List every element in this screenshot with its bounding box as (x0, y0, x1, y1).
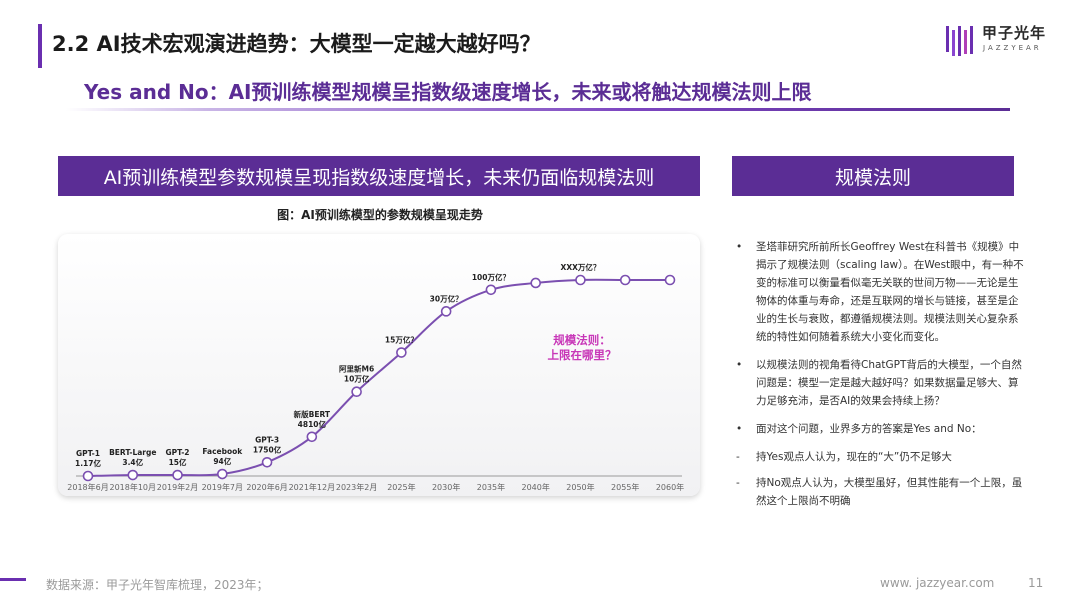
page-subtitle: Yes and No：AI预训练模型规模呈指数级速度增长，未来或将触达规模法则上… (84, 80, 812, 104)
x-tick-label: 2060年 (656, 482, 684, 492)
data-label: 新版BERT (294, 409, 331, 419)
data-point (664, 274, 676, 286)
x-tick-label: 2021年12月 (289, 482, 336, 492)
data-label: 3.4亿 (122, 457, 143, 467)
x-tick-label: 2020年6月 (246, 482, 287, 492)
logo-english-name: JAZZYEAR (983, 44, 1042, 52)
website-url: www. jazzyear.com (880, 576, 995, 590)
x-tick-label: 2030年 (432, 482, 460, 492)
bullet-text: 面对这个问题，业界多方的答案是Yes and No： (756, 423, 982, 435)
data-label: 15亿 (169, 457, 187, 467)
data-label: BERT-Large (109, 448, 156, 457)
data-label: 1750亿 (253, 444, 282, 454)
data-label: 4810亿 (298, 419, 327, 429)
title-accent-bar (38, 24, 42, 68)
footer-accent-bar (0, 578, 26, 581)
bullet-mark: - (736, 451, 740, 463)
x-tick-label: 2050年 (566, 482, 594, 492)
data-point (261, 456, 273, 468)
x-tick-label: 2040年 (522, 482, 550, 492)
page-title: 2.2 AI技术宏观演进趋势：大模型一定越大越好吗？ (52, 32, 541, 56)
bullet-mark: - (736, 477, 740, 489)
parameter-growth-chart: 2018年6月 2018年10月 2019年2月 2019年7月 2020年6月 2021… (67, 262, 684, 492)
data-label: Facebook (202, 447, 243, 456)
annotation-text: 上限在哪里？ (548, 348, 617, 362)
series-line (87, 278, 670, 477)
data-point (172, 469, 183, 481)
logo-mark-icon (946, 26, 973, 56)
data-point (440, 306, 452, 317)
data-point (530, 277, 541, 289)
x-tick-label: 2035年 (477, 482, 505, 492)
data-point (217, 468, 228, 480)
x-tick-label: 2025年 (387, 482, 415, 492)
bullet-mark: • (736, 241, 743, 253)
data-label: GPT-1 (76, 449, 100, 458)
subtitle-divider (66, 108, 1010, 111)
bullet-item: - 持No观点人认为，大模型虽好，但其性能有一个上限，虽然这个上限尚不明确 (736, 474, 1026, 510)
data-point (575, 274, 586, 286)
x-tick-label: 2019年7月 (202, 482, 243, 492)
annotation-text: 规模法则： (553, 333, 611, 347)
bullet-text: 以规模法则的视角看待ChatGPT背后的大模型，一个自然问题是：模型一定是越大越… (756, 359, 1022, 407)
chart-panel: 2018年6月 2018年10月 2019年2月 2019年7月 2020年6月 2021… (58, 234, 700, 496)
chart-title: 图：AI预训练模型的参数规模呈现走势 (277, 208, 483, 222)
data-point (127, 469, 139, 481)
data-label: 10万亿 (344, 374, 370, 384)
data-point (82, 470, 94, 482)
x-tick-label: 2019年2月 (157, 482, 198, 492)
left-panel-header: AI预训练模型参数规模呈现指数级速度增长，未来仍面临规模法则 (58, 156, 700, 196)
x-tick-label: 2018年10月 (109, 482, 156, 492)
data-label: 30万亿？ (430, 293, 463, 303)
bullet-item: • 圣塔菲研究所前所长Geoffrey West在科普书《规模》中揭示了规模法则（… (736, 238, 1026, 346)
x-tick-label: 2018年6月 (67, 482, 108, 492)
data-label: 100万亿？ (472, 272, 510, 282)
data-label: GPT-2 (166, 448, 190, 457)
data-point (306, 431, 318, 443)
right-panel-header: 规模法则 (732, 156, 1014, 196)
x-tick-label: 2055年 (611, 482, 639, 492)
data-label: GPT-3 (255, 435, 279, 444)
bullet-mark: • (736, 423, 743, 435)
data-point (619, 274, 631, 286)
data-point (485, 284, 497, 296)
bullet-item: - 持Yes观点人认为，现在的“大”仍不足够大 (736, 448, 1026, 466)
bullet-mark: • (736, 359, 743, 371)
scaling-law-bullets: • 圣塔菲研究所前所长Geoffrey West在科普书《规模》中揭示了规模法则（… (736, 238, 1026, 518)
data-label: 1.17亿 (75, 458, 102, 468)
bullet-item: • 以规模法则的视角看待ChatGPT背后的大模型，一个自然问题是：模型一定是越大… (736, 356, 1026, 410)
data-label: 15万亿？ (385, 335, 418, 345)
data-point (351, 386, 362, 398)
bullet-item: • 面对这个问题，业界多方的答案是Yes and No： (736, 420, 1026, 438)
data-label: 94亿 (213, 456, 231, 466)
data-point (396, 347, 407, 358)
page-number: 11 (1028, 576, 1044, 590)
data-source: 数据来源：甲子光年智库梳理，2023年； (46, 578, 269, 592)
bullet-text: 持No观点人认为，大模型虽好，但其性能有一个上限，虽然这个上限尚不明确 (756, 477, 1023, 507)
logo-name: 甲子光年 (982, 24, 1047, 42)
bullet-text: 持Yes观点人认为，现在的“大”仍不足够大 (756, 451, 952, 463)
company-logo: 甲子光年 JAZZYEAR (944, 22, 1054, 62)
data-label: 阿里新M6 (339, 364, 374, 374)
data-label: XXX万亿？ (561, 262, 601, 272)
bullet-text: 圣塔菲研究所前所长Geoffrey West在科普书《规模》中揭示了规模法则（s… (756, 241, 1024, 343)
x-tick-label: 2023年2月 (336, 482, 377, 492)
